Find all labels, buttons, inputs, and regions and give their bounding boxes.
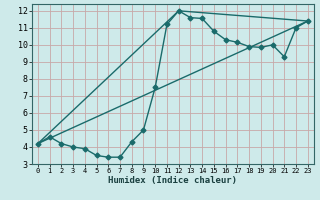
X-axis label: Humidex (Indice chaleur): Humidex (Indice chaleur) [108,176,237,185]
